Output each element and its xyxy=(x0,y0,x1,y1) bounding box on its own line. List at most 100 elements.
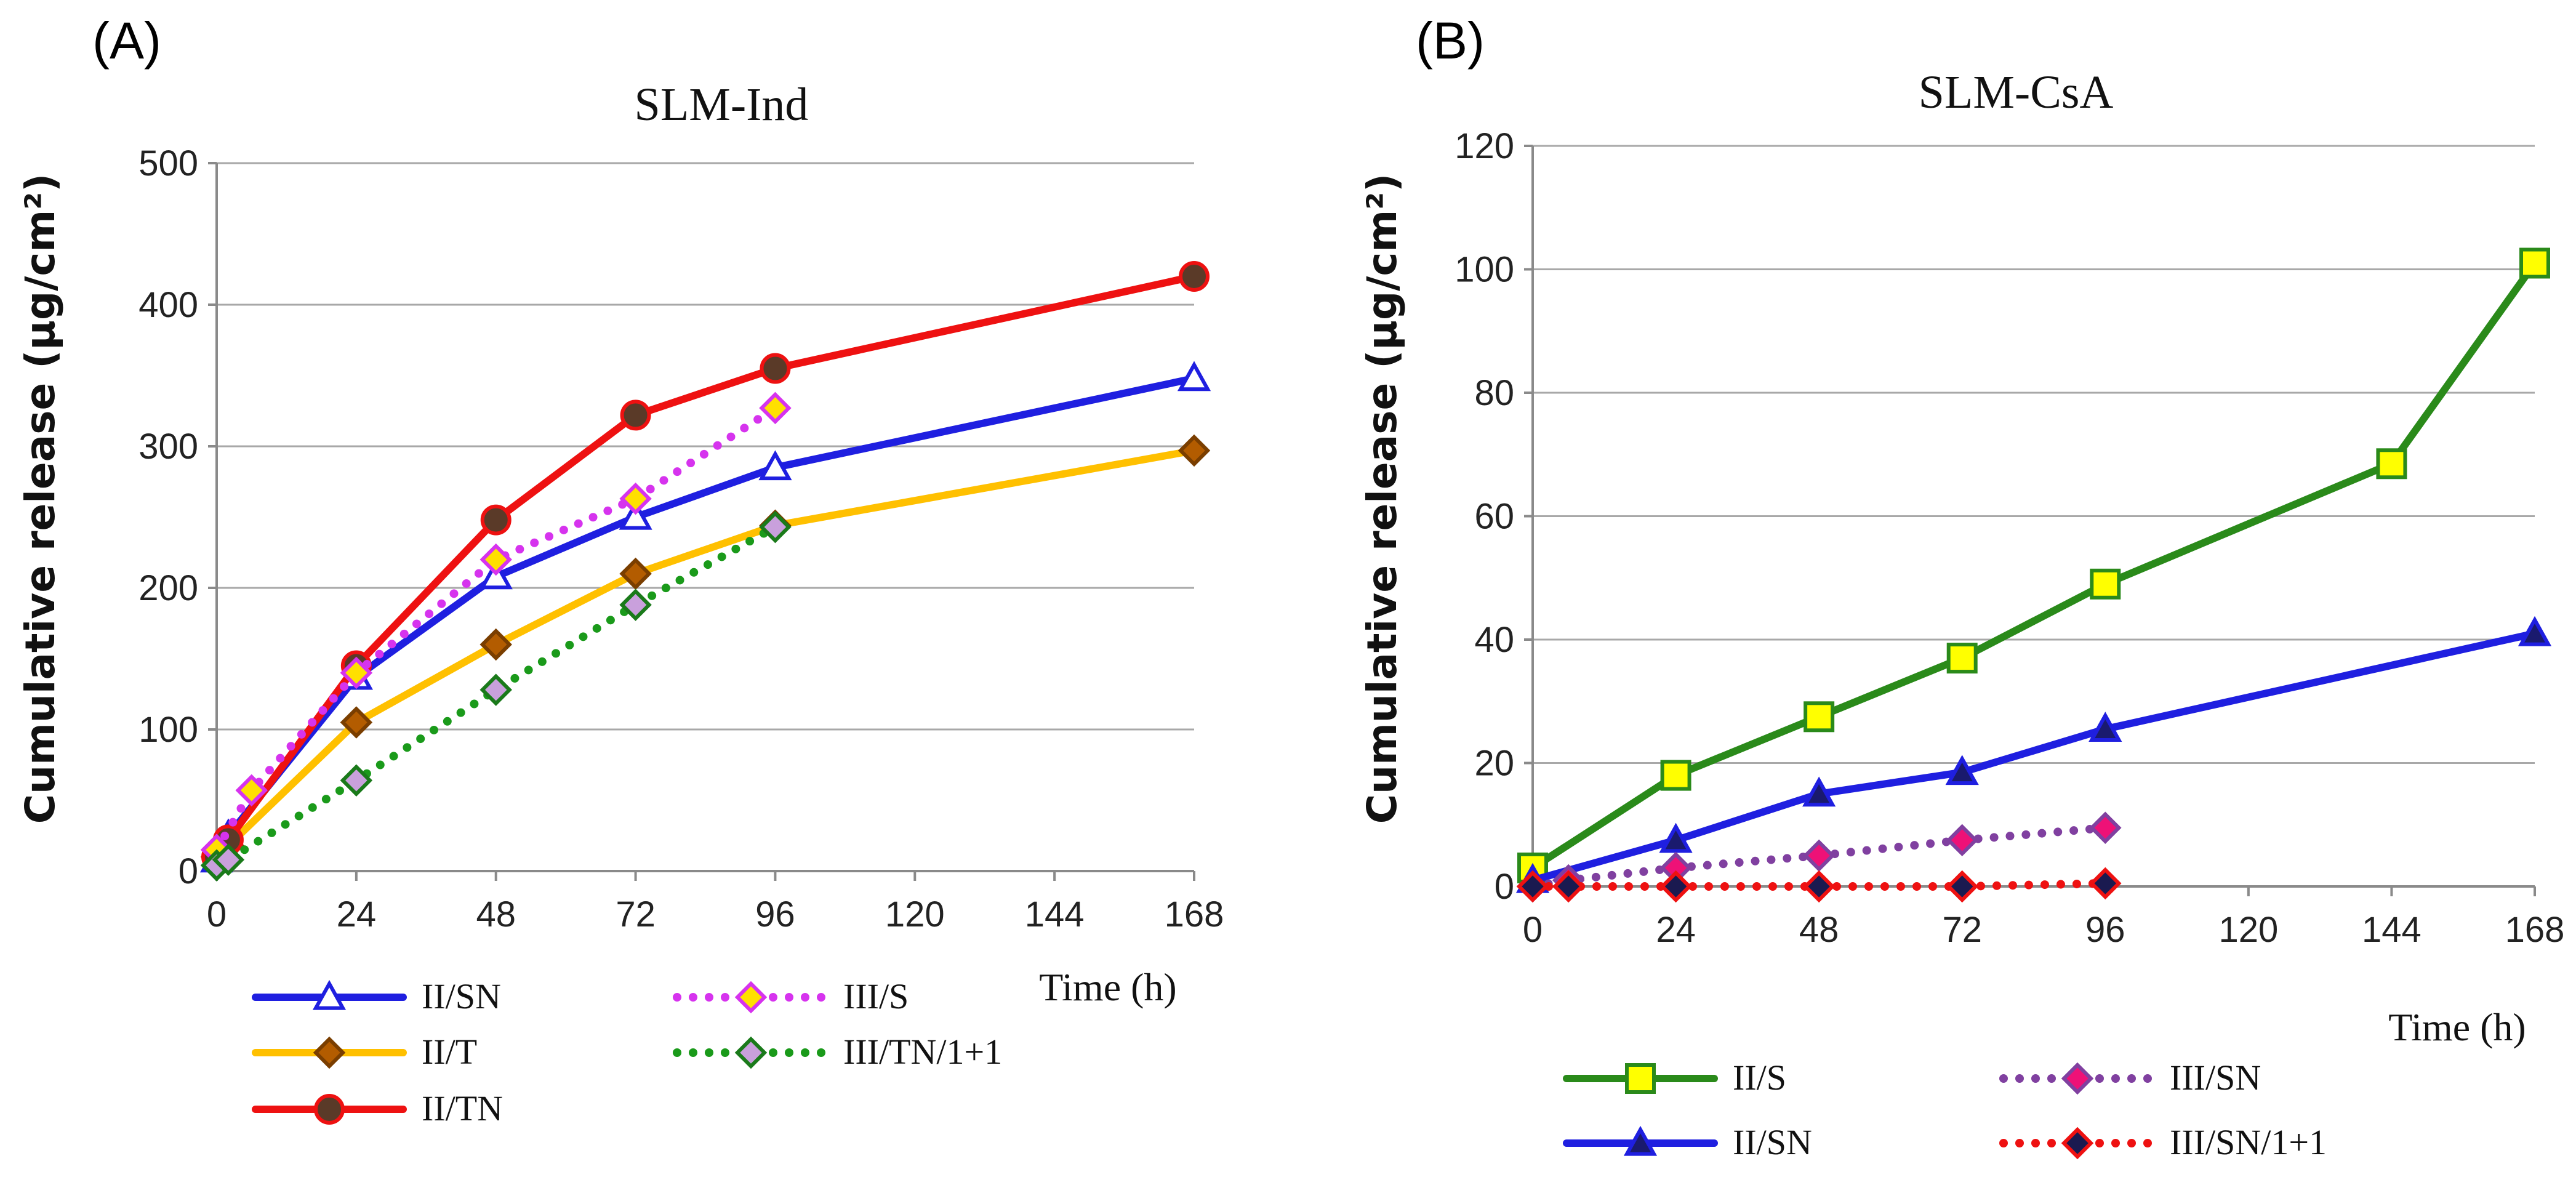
legend-label: II/T xyxy=(422,1032,477,1072)
data-point xyxy=(759,392,792,425)
legend-item: III/SN xyxy=(1999,1058,2261,1098)
x-axis-label-b: Time (h) xyxy=(2388,1005,2526,1049)
legend-item: III/SN/1+1 xyxy=(1999,1122,2327,1162)
legend-item: II/SN xyxy=(252,976,501,1016)
y-tick-label: 0 xyxy=(179,851,198,891)
x-tick-label: 48 xyxy=(1799,910,1839,950)
data-point xyxy=(1516,870,1549,903)
legend-marker xyxy=(2061,1127,2094,1160)
data-point xyxy=(619,499,652,530)
x-tick-label: 72 xyxy=(616,894,656,934)
legend-marker xyxy=(734,981,768,1014)
panel-label-a: (A) xyxy=(92,12,161,70)
series-III/S xyxy=(200,392,792,866)
legend-marker xyxy=(314,1094,345,1125)
legend-item: II/SN xyxy=(1563,1122,1812,1162)
data-point xyxy=(1660,760,1691,791)
x-tick-label: 168 xyxy=(2505,910,2565,950)
x-axis-label-a: Time (h) xyxy=(1039,965,1176,1009)
data-point xyxy=(619,588,652,621)
data-point xyxy=(340,764,373,797)
data-point xyxy=(340,656,373,689)
legend-label: II/TN xyxy=(422,1088,503,1128)
data-point xyxy=(758,450,792,481)
series-III/TN/1+1 xyxy=(200,510,792,882)
legend-label: III/S xyxy=(843,976,909,1016)
chart-a: 0 100 200 300 400 500 0 24 48 72 96 120 144 168 II/SN I… xyxy=(138,143,1224,1128)
data-point xyxy=(1802,839,1836,872)
data-point xyxy=(2089,811,2122,845)
y-tick-label: 300 xyxy=(138,427,198,467)
data-point xyxy=(479,543,512,576)
data-point xyxy=(1946,643,1978,674)
y-tick-label: 100 xyxy=(1455,250,1514,290)
legend-item: II/TN xyxy=(252,1088,503,1128)
y-tick-label: 400 xyxy=(138,285,198,325)
data-point xyxy=(619,557,652,590)
legend-item: II/T xyxy=(252,1032,477,1072)
series-II/SN xyxy=(199,361,1211,873)
legend-label: II/SN xyxy=(422,976,501,1016)
legend-label: III/SN xyxy=(2170,1058,2261,1098)
data-point xyxy=(340,706,373,739)
legend-item: III/TN/1+1 xyxy=(673,1032,1002,1072)
chart-b: 0 20 40 60 80 100 120 0 24 48 72 96 120 144 168 II/S II/… xyxy=(1455,126,2564,1162)
chart-title-b: SLM-CsA xyxy=(1919,66,2114,118)
data-point xyxy=(619,482,652,515)
data-point xyxy=(1946,870,1978,903)
data-point xyxy=(2518,616,2552,646)
data-point xyxy=(1178,434,1211,467)
data-point xyxy=(1802,870,1836,903)
x-tick-label: 24 xyxy=(337,894,377,934)
legend-item: II/S xyxy=(1563,1058,1786,1098)
x-tick-label: 144 xyxy=(2362,910,2422,950)
y-axis-label-a: Cumulative release (µg/cm²) xyxy=(17,174,64,824)
legend-marker xyxy=(1625,1063,1656,1094)
data-point xyxy=(760,353,791,384)
data-point xyxy=(1804,701,1835,733)
data-point xyxy=(1179,261,1210,292)
legend-label: II/SN xyxy=(1733,1122,1812,1162)
data-point xyxy=(1945,755,1979,785)
legend-marker xyxy=(734,1036,768,1069)
data-point xyxy=(1177,361,1211,392)
data-point xyxy=(2090,568,2121,600)
series-II/SN xyxy=(1515,616,2552,893)
x-tick-label: 120 xyxy=(2218,910,2278,950)
x-tick-label: 0 xyxy=(1523,910,1543,950)
data-point xyxy=(479,628,512,661)
data-point xyxy=(759,510,792,544)
data-point xyxy=(212,843,245,876)
series-line xyxy=(1529,629,2538,884)
series-II/S xyxy=(1517,247,2550,883)
x-tick-label: 24 xyxy=(1656,910,1696,950)
data-point xyxy=(1552,870,1585,903)
y-tick-label: 0 xyxy=(1495,867,1514,907)
data-point xyxy=(1802,776,1836,807)
y-tick-label: 120 xyxy=(1455,126,1514,166)
legend-marker xyxy=(312,979,347,1010)
data-point xyxy=(1659,870,1692,903)
y-tick-label: 100 xyxy=(138,710,198,750)
y-tick-label: 500 xyxy=(138,143,198,183)
data-point xyxy=(2089,867,2122,900)
x-tick-label: 168 xyxy=(1165,894,1224,934)
chart-title-a: SLM-Ind xyxy=(635,79,809,131)
data-point xyxy=(2088,712,2122,742)
legend-marker xyxy=(2061,1062,2094,1095)
y-tick-label: 60 xyxy=(1474,497,1514,537)
data-point xyxy=(1659,822,1693,853)
data-point xyxy=(480,504,512,536)
series-III/SN/1+1 xyxy=(1516,867,2122,903)
series-line xyxy=(212,403,780,854)
data-point xyxy=(479,673,512,706)
legend-marker xyxy=(1623,1125,1658,1156)
x-tick-label: 120 xyxy=(885,894,945,934)
data-point xyxy=(620,400,651,431)
legend-label: III/TN/1+1 xyxy=(843,1032,1002,1072)
panel-label-b: (B) xyxy=(1416,12,1485,70)
x-tick-label: 96 xyxy=(2085,910,2125,950)
x-tick-label: 48 xyxy=(476,894,516,934)
